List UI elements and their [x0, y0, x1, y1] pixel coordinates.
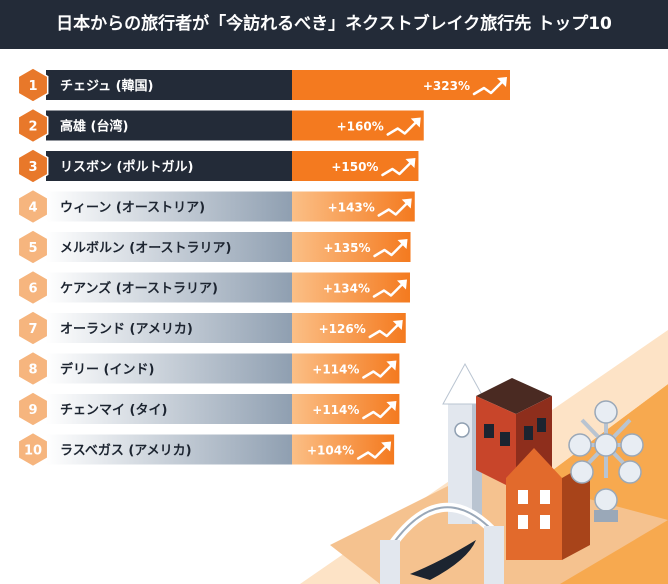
trend-arrowhead-icon-8	[386, 360, 397, 371]
trend-arrow-icon-6	[372, 281, 406, 298]
rank-hexagon-7	[17, 310, 49, 346]
value-label-4: +143%	[328, 201, 375, 215]
rank-number-4: 4	[28, 201, 37, 216]
rank-hexagon-9	[17, 391, 49, 427]
trend-arrow-icon-9	[362, 402, 395, 420]
value-label-9: +114%	[312, 403, 359, 417]
trend-arrow-icon-3	[381, 159, 414, 177]
trend-arrowhead-icon-6	[396, 279, 407, 290]
rank-hexagon-1	[17, 67, 49, 103]
trend-arrowhead-icon-4	[401, 198, 412, 209]
label-panel-8	[46, 353, 292, 384]
value-bar-1	[292, 70, 510, 100]
value-label-1: +323%	[423, 79, 470, 93]
trend-arrow-icon-7	[368, 321, 402, 339]
label-panel-3	[46, 151, 292, 181]
trend-arrowhead-icon-1	[497, 77, 507, 87]
gondola-icon	[410, 540, 476, 580]
label-panel-2	[46, 110, 292, 141]
trend-arrow-icon-2	[386, 119, 419, 136]
rank-number-8: 8	[28, 363, 37, 378]
trend-arrowhead-icon-10	[381, 441, 392, 452]
travel-illustration	[300, 330, 668, 584]
category-label-5: メルボルン (オーストラリア)	[60, 240, 232, 256]
label-panel-4	[46, 191, 292, 222]
rank-number-6: 6	[28, 282, 37, 297]
dutch-house-icon	[506, 448, 590, 560]
value-label-3: +150%	[331, 160, 378, 174]
rank-number-9: 9	[28, 403, 37, 418]
atomium-icon	[568, 400, 644, 522]
trend-arrowhead-icon-7	[392, 320, 403, 330]
rank-hexagon-3	[17, 148, 49, 184]
value-bar-4	[292, 191, 415, 222]
rank-hexagon-2	[17, 107, 49, 144]
trend-arrow-icon-5	[373, 240, 406, 258]
category-label-7: オーランド (アメリカ)	[60, 322, 193, 337]
trend-arrowhead-icon-2	[410, 117, 421, 128]
label-panel-10	[46, 434, 292, 465]
trend-arrow-icon-4	[377, 200, 411, 217]
bridge-icon	[380, 502, 504, 584]
rank-hexagon-4	[17, 188, 49, 225]
value-bar-3	[292, 151, 419, 181]
label-panel-5	[46, 232, 292, 262]
trend-arrowhead-icon-3	[405, 158, 416, 168]
rank-number-2: 2	[28, 120, 37, 135]
value-label-6: +134%	[323, 282, 370, 296]
category-label-8: デリー (インド)	[60, 362, 154, 378]
trend-arrow-icon-8	[362, 362, 395, 379]
rank-number-5: 5	[28, 241, 37, 256]
rank-hexagon-10	[17, 431, 49, 468]
value-label-5: +135%	[323, 241, 370, 255]
value-label-2: +160%	[337, 120, 384, 134]
rank-number-10: 10	[24, 444, 42, 459]
rank-hexagon-5	[17, 229, 49, 265]
trend-arrow-icon-10	[356, 443, 390, 460]
value-label-7: +126%	[319, 322, 366, 336]
value-bar-5	[292, 232, 411, 262]
value-bar-2	[292, 110, 424, 141]
rank-number-1: 1	[28, 79, 37, 94]
label-panel-1	[46, 70, 292, 100]
category-label-1: チェジュ (韓国)	[60, 78, 154, 94]
category-label-9: チェンマイ (タイ)	[60, 403, 167, 418]
label-panel-9	[46, 394, 292, 424]
value-bar-10	[292, 434, 395, 465]
label-panel-7	[46, 313, 292, 343]
value-bar-9	[292, 394, 400, 424]
trend-arrow-icon-1	[472, 78, 506, 96]
label-panel-6	[46, 272, 292, 303]
rank-hexagon-8	[17, 350, 49, 387]
rank-hexagon-6	[17, 269, 49, 306]
category-label-4: ウィーン (オーストリア)	[60, 201, 205, 216]
value-bar-6	[292, 272, 410, 303]
value-bar-8	[292, 353, 400, 384]
category-label-3: リスボン (ポルトガル)	[60, 159, 193, 175]
value-label-8: +114%	[312, 363, 359, 377]
title-bar	[0, 0, 668, 49]
category-label-6: ケアンズ (オーストラリア)	[60, 281, 218, 297]
trend-arrowhead-icon-5	[397, 239, 408, 249]
category-label-10: ラスベガス (アメリカ)	[60, 444, 192, 459]
trend-arrowhead-icon-9	[386, 401, 397, 411]
category-label-2: 高雄 (台湾)	[60, 119, 128, 135]
chart-title: 日本からの旅行者が「今訪れるべき」ネクストブレイク旅行先 トップ10	[56, 14, 612, 34]
rank-number-3: 3	[28, 160, 37, 175]
rank-number-7: 7	[28, 322, 37, 337]
value-bar-7	[292, 313, 406, 343]
value-label-10: +104%	[307, 444, 354, 458]
